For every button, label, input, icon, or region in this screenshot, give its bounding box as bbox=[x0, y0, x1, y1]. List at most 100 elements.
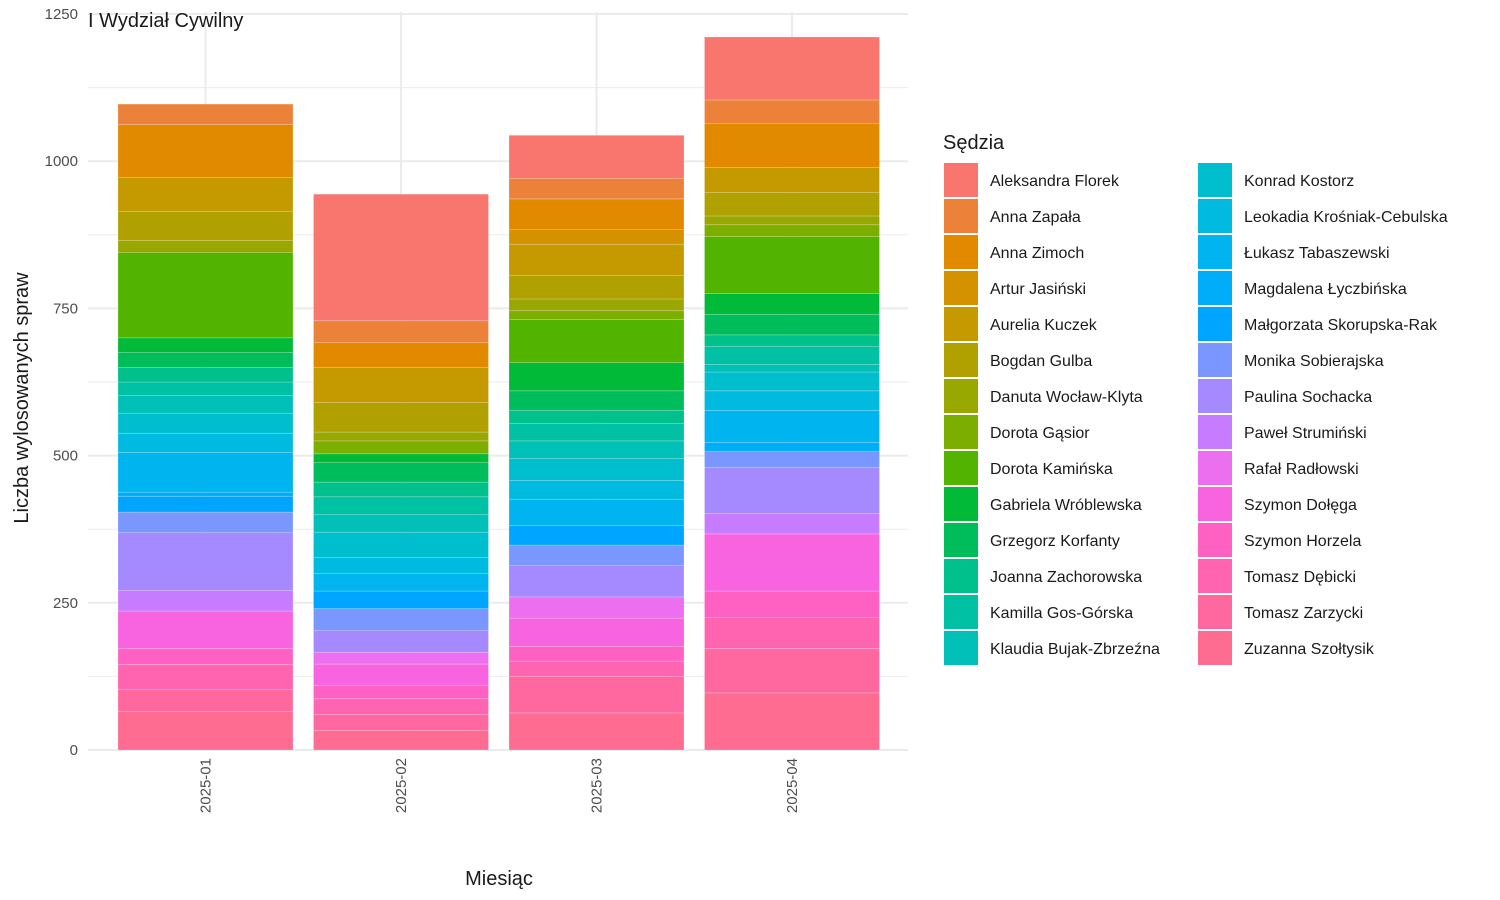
bar-segment bbox=[117, 395, 294, 414]
bar-segment bbox=[313, 402, 489, 433]
bar-segment bbox=[704, 617, 880, 650]
legend-swatch bbox=[944, 451, 978, 485]
bar-segment bbox=[508, 298, 685, 312]
bar-segment bbox=[704, 442, 880, 452]
bar-segment bbox=[117, 381, 294, 396]
bar-segment bbox=[704, 224, 880, 237]
bar-segment bbox=[704, 371, 880, 392]
x-axis-title: Miesiąc bbox=[465, 868, 533, 890]
bar-segment bbox=[117, 366, 294, 383]
bar-segment bbox=[313, 651, 489, 665]
legend-label: Tomasz Dębicki bbox=[1244, 569, 1356, 586]
legend-title: Sędzia bbox=[943, 132, 1005, 154]
bar-segment bbox=[704, 236, 880, 294]
legend-label: Paulina Sochacka bbox=[1244, 389, 1372, 406]
bar-segment bbox=[704, 364, 880, 373]
legend-label: Danuta Wocław-Klyta bbox=[990, 389, 1143, 406]
bar-segment bbox=[117, 648, 294, 665]
bar-segment bbox=[508, 409, 685, 424]
bar-segment bbox=[508, 676, 685, 714]
x-tick-label: 2025-01 bbox=[198, 758, 215, 813]
bar-segment bbox=[313, 557, 489, 574]
legend-swatch bbox=[1198, 235, 1232, 269]
bar-segment bbox=[508, 134, 685, 179]
bar-segment bbox=[508, 498, 685, 526]
legend-label: Dorota Gąsior bbox=[990, 425, 1090, 442]
legend-swatch bbox=[1198, 415, 1232, 449]
bar-segment bbox=[117, 352, 294, 368]
legend-swatch bbox=[944, 379, 978, 413]
legend-swatch bbox=[944, 595, 978, 629]
bar-segment bbox=[117, 452, 294, 493]
bar-segment bbox=[313, 514, 489, 533]
bar-segment bbox=[313, 496, 489, 515]
legend-swatch bbox=[944, 415, 978, 449]
bar-segment bbox=[704, 533, 880, 592]
bar-segment bbox=[313, 630, 489, 653]
bars bbox=[117, 36, 880, 751]
bar-segment bbox=[704, 123, 880, 168]
bar-segment bbox=[313, 730, 489, 751]
bar-segment bbox=[313, 193, 489, 322]
legend-label: Dorota Kamińska bbox=[990, 461, 1113, 478]
bar-segment bbox=[117, 610, 294, 650]
bar-segment bbox=[704, 215, 880, 226]
bar-segment bbox=[313, 531, 489, 558]
bar-segment bbox=[704, 346, 880, 365]
bar-segment bbox=[508, 390, 685, 411]
bar-segment bbox=[704, 692, 880, 751]
bar-segment bbox=[117, 124, 294, 178]
bar-segment bbox=[508, 544, 685, 567]
bar-segment bbox=[508, 177, 685, 200]
bar-segment bbox=[117, 495, 294, 513]
legend-label: Szymon Horzela bbox=[1244, 533, 1361, 550]
y-tick-label: 500 bbox=[53, 448, 78, 465]
bar-segment bbox=[508, 243, 685, 276]
legend-swatch bbox=[944, 307, 978, 341]
bar-segment bbox=[117, 103, 294, 125]
legend-items: Aleksandra Florek Anna Zapała Anna Zimoch A… bbox=[944, 163, 1448, 665]
bar-segment bbox=[508, 229, 685, 245]
bar-segment bbox=[117, 689, 294, 713]
bar-segment bbox=[508, 310, 685, 320]
legend-swatch bbox=[944, 271, 978, 305]
bar-segment bbox=[508, 422, 685, 442]
bar-segment bbox=[508, 565, 685, 598]
legend-label: Anna Zapała bbox=[990, 209, 1081, 226]
bar-segment bbox=[508, 440, 685, 459]
x-tick-label: 2025-02 bbox=[393, 758, 410, 813]
bar-segment bbox=[313, 431, 489, 442]
legend-label: Monika Sobierajska bbox=[1244, 353, 1384, 370]
bar-segment bbox=[704, 390, 880, 411]
bar-segment bbox=[508, 458, 685, 481]
bar-segment bbox=[508, 660, 685, 677]
legend-swatch bbox=[944, 559, 978, 593]
legend-label: Aurelia Kuczek bbox=[990, 317, 1098, 334]
x-axis-ticks: 2025-01 2025-02 2025-03 2025-04 bbox=[198, 758, 802, 813]
legend: Sędzia Aleksandra Florek Anna Zapała Anna … bbox=[943, 132, 1448, 665]
legend-swatch bbox=[944, 199, 978, 233]
y-tick-label: 750 bbox=[53, 300, 78, 317]
bar-segment bbox=[313, 714, 489, 731]
legend-swatch bbox=[1198, 631, 1232, 665]
x-tick-label: 2025-04 bbox=[784, 758, 801, 813]
legend-swatch bbox=[1198, 379, 1232, 413]
bar-segment bbox=[117, 590, 294, 612]
bar-segment bbox=[117, 177, 294, 212]
legend-label: Rafał Radłowski bbox=[1244, 461, 1359, 478]
legend-label: Bogdan Gulba bbox=[990, 353, 1092, 370]
legend-swatch bbox=[1198, 559, 1232, 593]
bar-segment bbox=[117, 711, 294, 751]
bar-segment bbox=[313, 320, 489, 343]
bar-segment bbox=[704, 590, 880, 618]
bar-segment bbox=[704, 409, 880, 443]
bar-segment bbox=[704, 36, 880, 101]
bar-segment bbox=[117, 210, 294, 241]
bar-segment bbox=[508, 525, 685, 546]
legend-swatch bbox=[1198, 451, 1232, 485]
legend-swatch bbox=[1198, 595, 1232, 629]
x-tick-label: 2025-03 bbox=[589, 758, 606, 813]
bar-segment bbox=[704, 467, 880, 514]
bar-segment bbox=[117, 412, 294, 434]
